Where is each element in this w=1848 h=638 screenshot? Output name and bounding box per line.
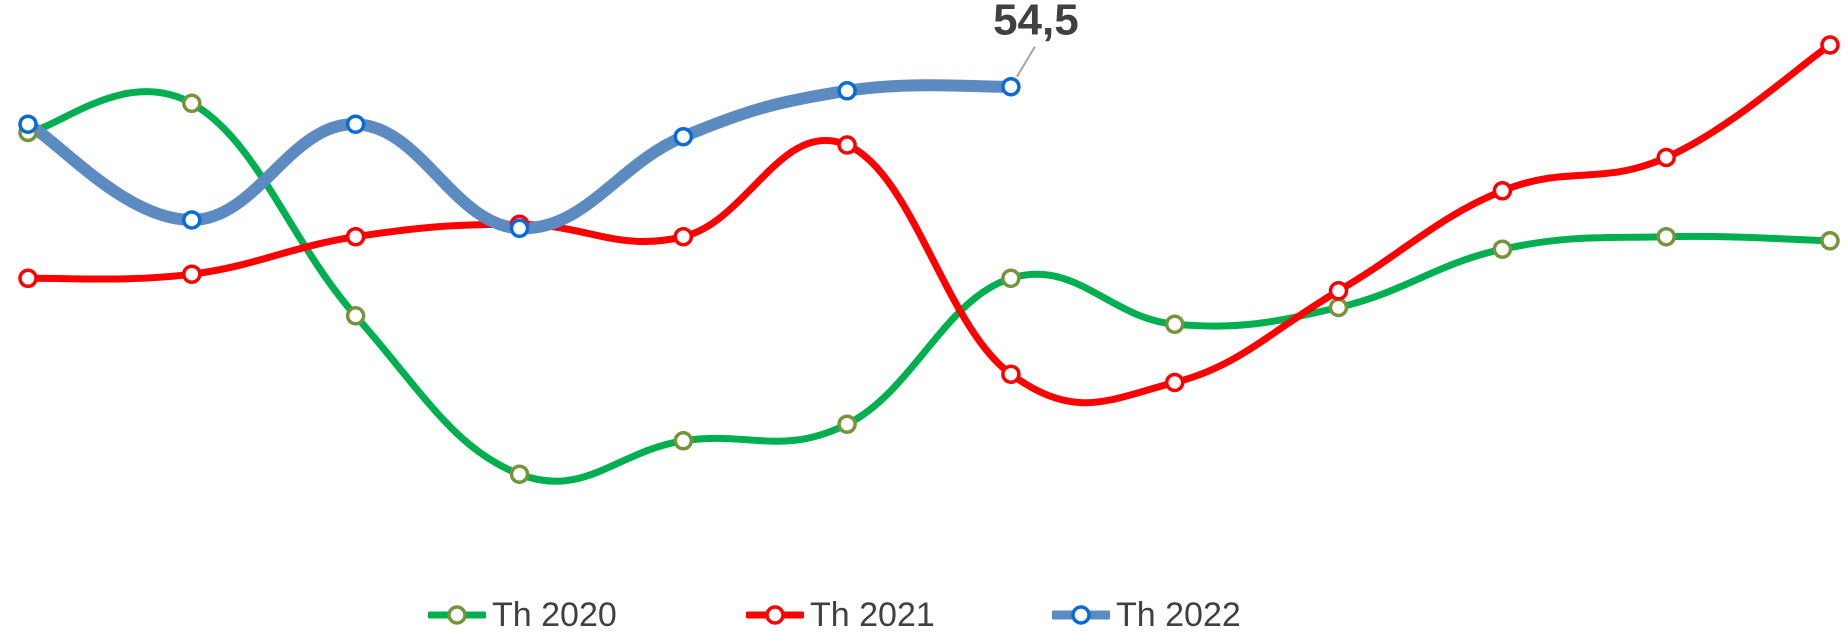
data-point-th-2022-7[interactable] [1001, 76, 1021, 97]
data-point-th-2021-6[interactable] [837, 135, 857, 155]
legend-key-th-2021 [746, 605, 804, 625]
data-point-th-2020-8[interactable] [1164, 314, 1185, 334]
series-layer [22, 41, 1834, 485]
legend-key-th-2022 [1052, 605, 1110, 625]
legend: Th 2020 Th 2021 Th 2022 [0, 592, 1848, 638]
data-point-th-2021-2[interactable] [182, 264, 202, 284]
data-point-th-2021-9[interactable] [1328, 281, 1349, 301]
legend-label-th-2021: Th 2021 [810, 595, 935, 634]
data-point-th-2022-5[interactable] [673, 126, 694, 147]
data-point-th-2022-3[interactable] [345, 114, 366, 134]
data-point-th-2020-6[interactable] [837, 414, 857, 434]
legend-item-th-2021[interactable]: Th 2021 [746, 592, 935, 638]
legend-item-th-2022[interactable]: Th 2022 [1052, 592, 1241, 638]
data-point-th-2020-11[interactable] [1656, 226, 1676, 247]
data-point-th-2022-2[interactable] [182, 210, 202, 230]
data-point-th-2021-1[interactable] [18, 268, 38, 289]
data-point-th-2021-7[interactable] [1001, 364, 1021, 384]
data-point-th-2021-10[interactable] [1492, 181, 1513, 201]
legend-key-th-2020 [428, 605, 486, 625]
data-point-th-2020-10[interactable] [1492, 239, 1513, 259]
data-point-th-2022-6[interactable] [837, 81, 857, 101]
legend-label-th-2022: Th 2022 [1116, 595, 1241, 634]
data-point-th-2021-8[interactable] [1164, 372, 1185, 393]
data-point-th-2020-9[interactable] [1328, 297, 1349, 318]
data-point-th-2021-3[interactable] [345, 226, 366, 247]
data-point-th-2022-1[interactable] [18, 114, 38, 134]
legend-item-th-2020[interactable]: Th 2020 [428, 592, 617, 638]
data-point-th-2020-12[interactable] [1820, 231, 1840, 251]
annotation-leader-line [1016, 46, 1036, 78]
data-point-th-2020-7[interactable] [1001, 268, 1021, 289]
data-point-th-2020-3[interactable] [345, 306, 366, 326]
marker-layer [18, 35, 1840, 484]
data-point-th-2020-5[interactable] [673, 431, 694, 451]
data-point-th-2021-5[interactable] [673, 226, 694, 247]
annotation-label: 54,5 [993, 0, 1079, 45]
data-point-th-2021-11[interactable] [1656, 147, 1676, 168]
annotation-layer: 54,5 [993, 0, 1079, 78]
data-point-th-2020-4[interactable] [509, 464, 530, 484]
data-point-th-2022-4[interactable] [509, 218, 530, 239]
data-point-th-2020-2[interactable] [182, 93, 202, 114]
legend-label-th-2020: Th 2020 [492, 595, 617, 634]
data-point-th-2021-12[interactable] [1820, 35, 1840, 55]
